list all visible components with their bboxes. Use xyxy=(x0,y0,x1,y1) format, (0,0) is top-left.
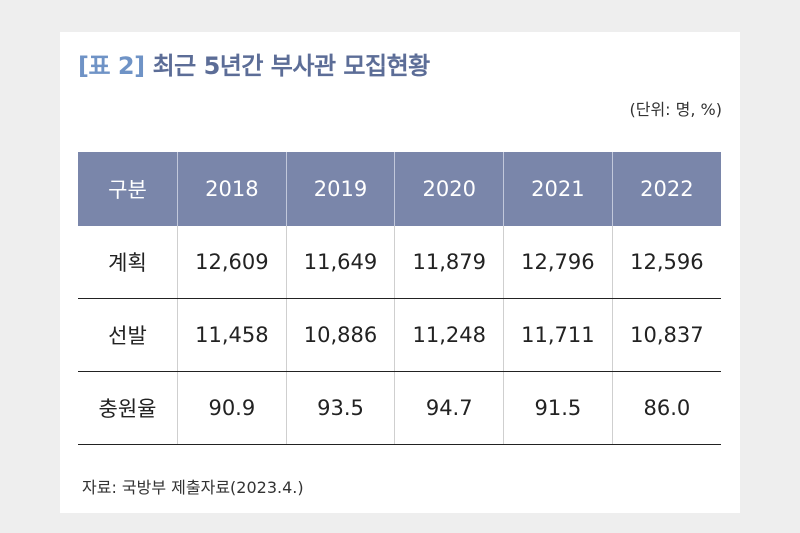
table-title: [표 2] 최근 5년간 부사관 모집현황 xyxy=(78,46,430,81)
unit-label: (단위: 명, %) xyxy=(629,100,723,119)
table-cell: 93.5 xyxy=(285,371,395,445)
table-cell: 86.0 xyxy=(611,371,721,445)
table-row-fill-rate: 충원율 90.9 93.5 94.7 91.5 86.0 xyxy=(78,371,721,445)
table-cell: 10,837 xyxy=(611,298,721,372)
table-cell: 91.5 xyxy=(503,371,613,445)
header-year: 2020 xyxy=(394,152,504,226)
header-category: 구분 xyxy=(78,152,178,226)
header-year: 2019 xyxy=(285,152,395,226)
row-label: 선발 xyxy=(78,298,178,372)
table-cell: 11,879 xyxy=(394,226,504,299)
table-cell: 10,886 xyxy=(285,298,395,372)
table-number-label: [표 2] xyxy=(78,52,145,80)
source-note: 자료: 국방부 제출자료(2023.4.) xyxy=(82,478,304,497)
table-row-plan: 계획 12,609 11,649 11,879 12,796 12,596 xyxy=(78,226,721,299)
table-cell: 12,796 xyxy=(503,226,613,299)
table-cell: 11,711 xyxy=(503,298,613,372)
table-cell: 11,248 xyxy=(394,298,504,372)
table-row-selected: 선발 11,458 10,886 11,248 11,711 10,837 xyxy=(78,298,721,372)
table-cell: 12,596 xyxy=(611,226,721,299)
recruitment-table: 구분 2018 2019 2020 2021 2022 계획 12,609 11… xyxy=(78,152,721,445)
table-cell: 11,458 xyxy=(177,298,287,372)
table-title-text: 최근 5년간 부사관 모집현황 xyxy=(152,52,431,80)
table-cell: 94.7 xyxy=(394,371,504,445)
header-row: 구분 2018 2019 2020 2021 2022 xyxy=(78,152,721,226)
table-card: [표 2] 최근 5년간 부사관 모집현황 (단위: 명, %) 구분 2018 … xyxy=(60,32,740,513)
table-cell: 11,649 xyxy=(285,226,395,299)
table-cell: 12,609 xyxy=(177,226,287,299)
header-year: 2021 xyxy=(503,152,613,226)
header-year: 2018 xyxy=(177,152,287,226)
header-year: 2022 xyxy=(611,152,721,226)
row-label: 계획 xyxy=(78,226,178,299)
table-cell: 90.9 xyxy=(177,371,287,445)
row-label: 충원율 xyxy=(78,371,178,445)
